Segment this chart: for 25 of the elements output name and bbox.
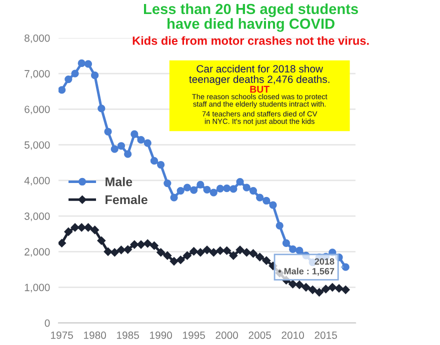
x-tick-label: 2015	[314, 332, 337, 339]
x-tick-label: 2000	[216, 332, 238, 339]
x-tick-label: 1985	[117, 332, 139, 339]
annotation: Car accident for 2018 show teenager deaths 2,476 deaths.	[189, 64, 330, 86]
chart-title: Less than 20 HS aged students have died having COVID	[144, 3, 358, 32]
y-tick-label: 3,000	[24, 212, 50, 222]
x-tick-label: 1975	[51, 332, 73, 339]
annotation: BUT	[250, 86, 270, 93]
legend-label: Female	[106, 194, 148, 204]
x-tick-label: 1995	[183, 332, 205, 339]
y-tick-label: 5,000	[24, 141, 50, 150]
x-tick-label: 1990	[150, 332, 172, 339]
y-tick-label: 4,000	[24, 176, 50, 186]
annotation: 2018 • Male : 1,567	[278, 258, 334, 276]
chart-subtitle: Kids die from motor crashes not the virus.	[132, 36, 369, 45]
y-tick-label: 2,000	[24, 248, 50, 257]
y-tick-label: 0	[44, 319, 50, 327]
y-tick-label: 7,000	[24, 70, 50, 79]
x-tick-label: 1980	[84, 332, 106, 339]
y-tick-label: 6,000	[24, 106, 50, 114]
x-tick-label: 2010	[282, 332, 304, 339]
y-tick-label: 8,000	[24, 34, 50, 44]
y-tick-label: 1,000	[24, 284, 50, 292]
legend-label: Male	[106, 177, 132, 186]
x-tick-label: 2005	[248, 332, 271, 339]
